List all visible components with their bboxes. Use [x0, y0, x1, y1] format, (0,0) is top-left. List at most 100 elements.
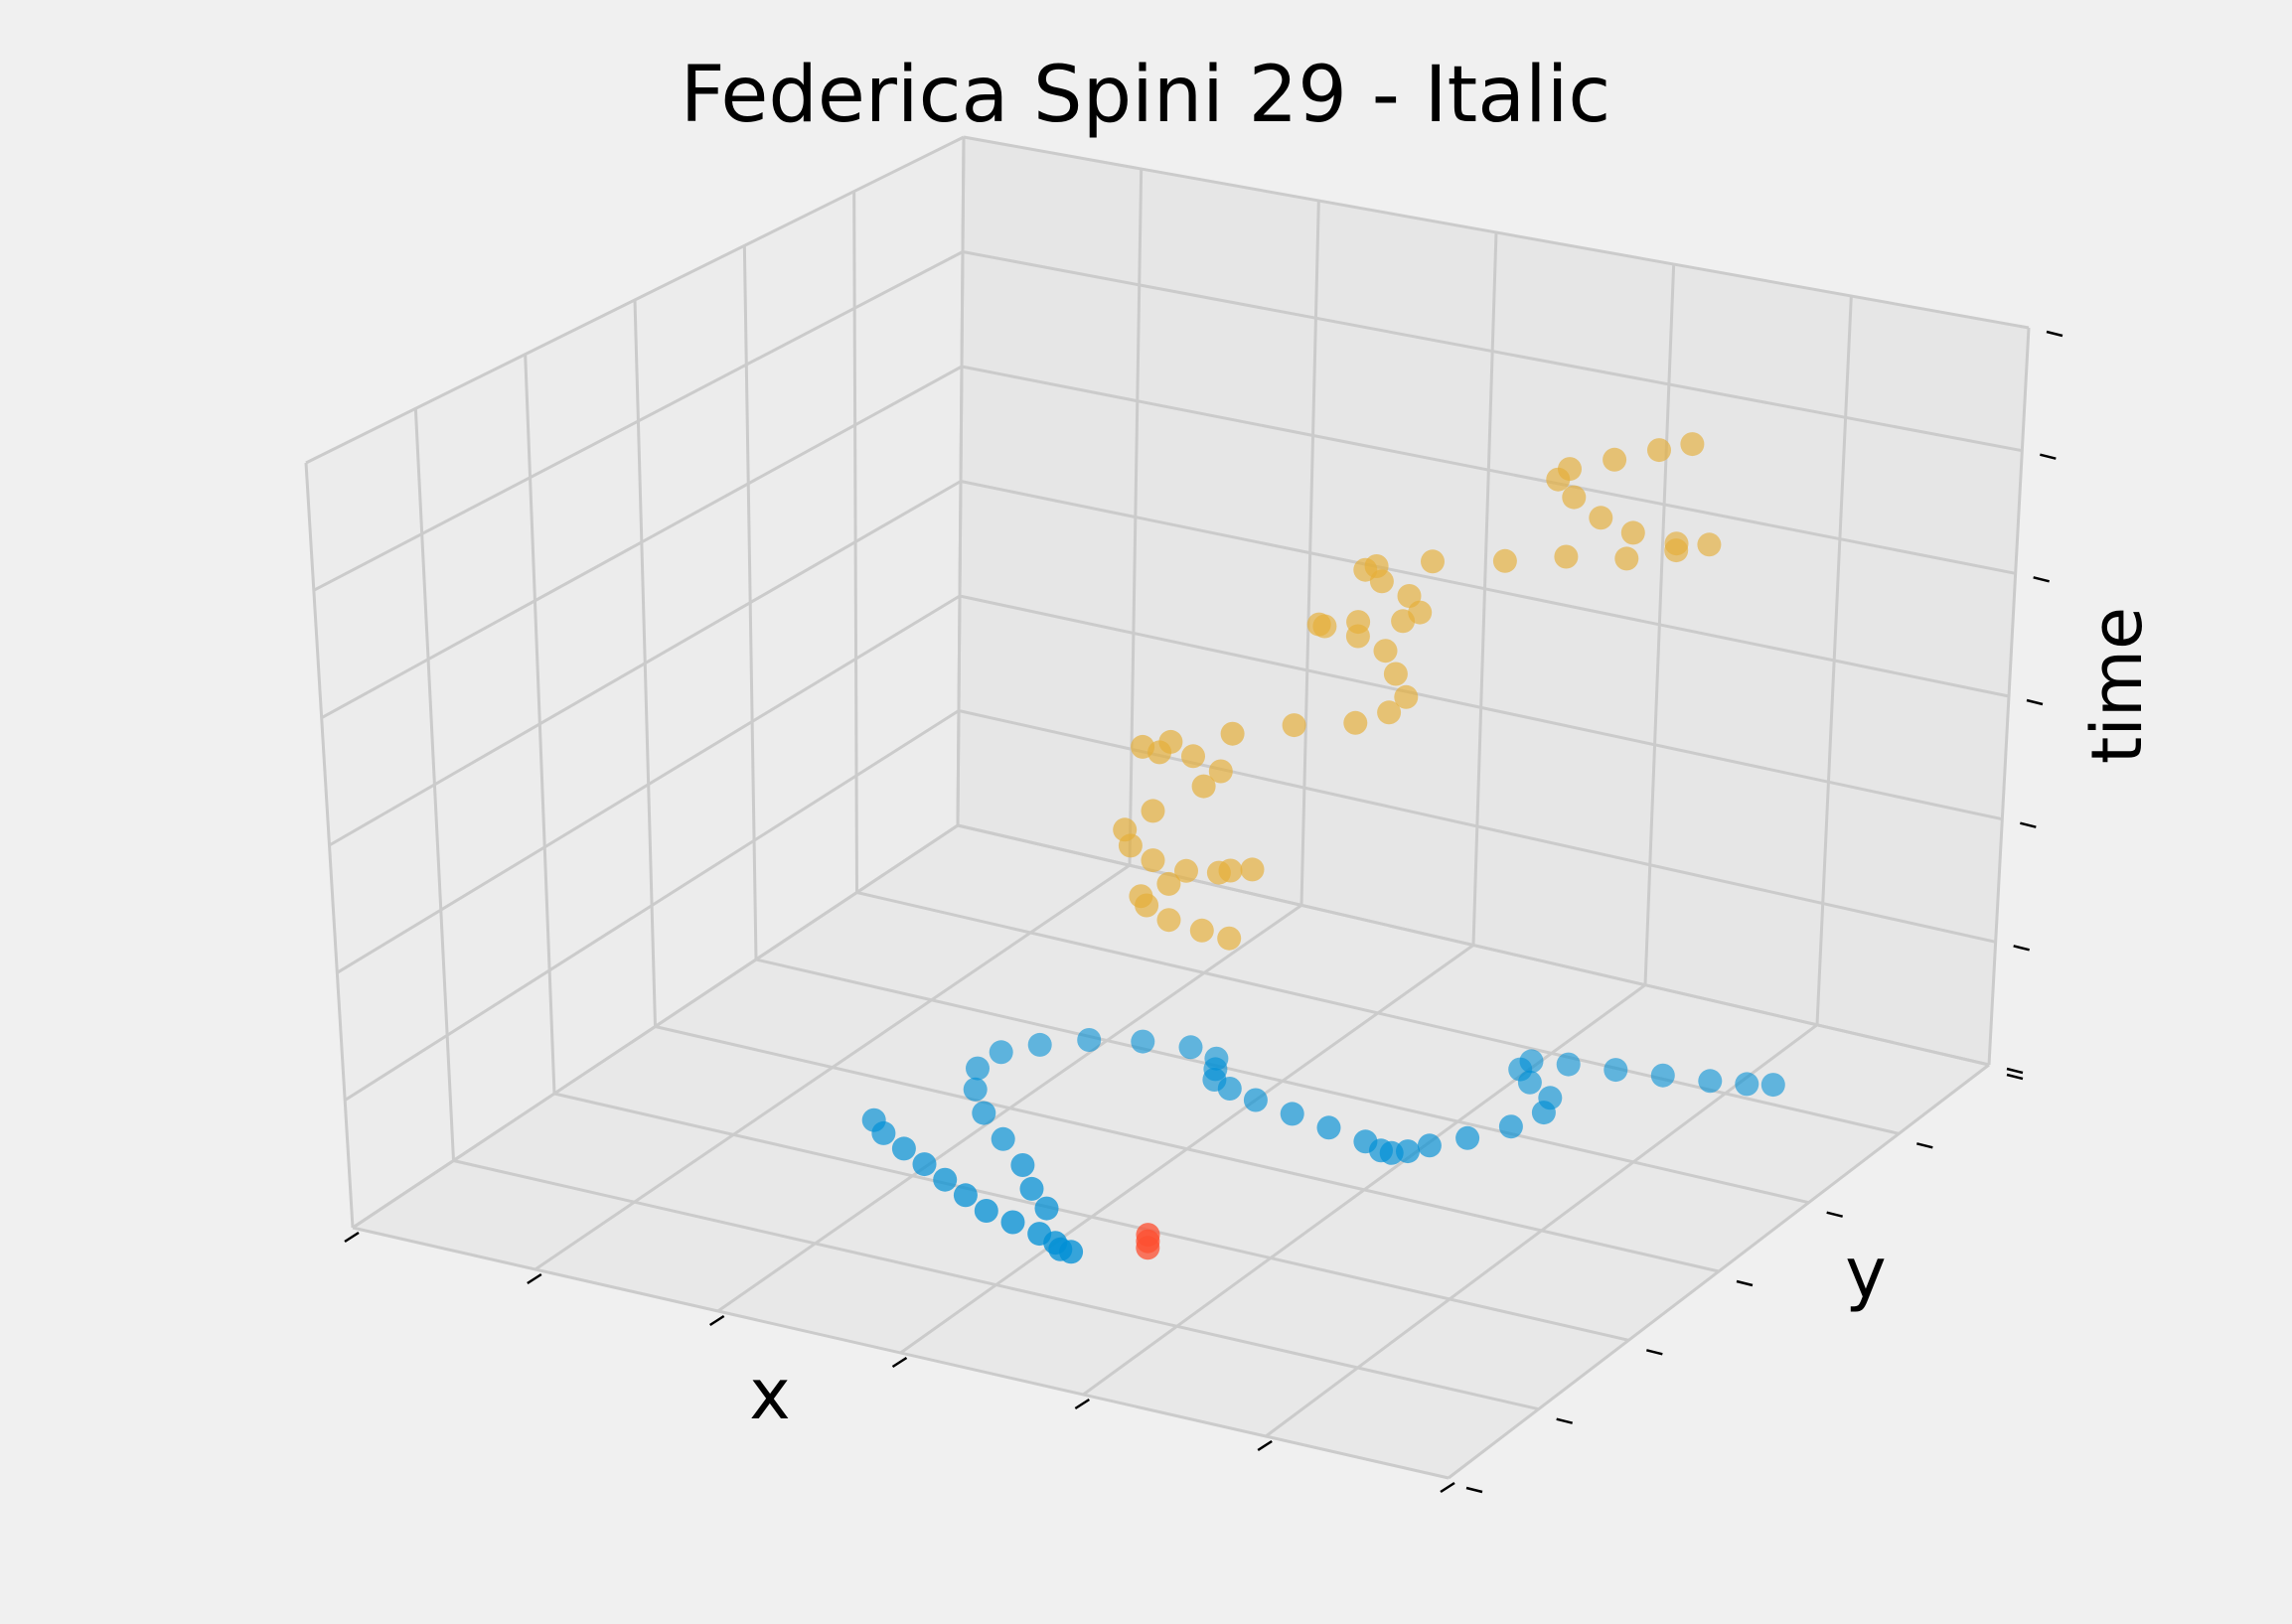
back-pane — [958, 137, 2029, 1065]
scatter-point — [1316, 1115, 1341, 1140]
scatter-point — [1664, 531, 1689, 556]
scatter-point — [1589, 506, 1613, 530]
scatter-point — [1396, 1139, 1420, 1164]
scatter-point — [1697, 532, 1722, 557]
scatter-point — [1240, 857, 1265, 882]
scatter-point — [1397, 584, 1422, 608]
scatter-point — [1243, 1088, 1268, 1112]
z-tick — [2046, 330, 2063, 338]
scatter-point — [1208, 759, 1233, 784]
z-tick — [2006, 1067, 2024, 1075]
x-tick — [527, 1272, 542, 1285]
left-pane — [306, 137, 964, 1228]
left-grid-y — [956, 136, 966, 826]
scatter-point — [1562, 485, 1587, 510]
scatter-point — [1346, 610, 1371, 635]
scatter-point — [1156, 871, 1181, 896]
scatter-point — [1421, 549, 1445, 574]
scatter-point — [1558, 457, 1582, 482]
left-grid-z — [305, 135, 965, 465]
chart-title: Federica Spini 29 - Italic — [681, 51, 1611, 140]
scatter-point — [1027, 1032, 1052, 1057]
scatter-point — [1417, 1133, 1442, 1158]
scatter-point — [1306, 612, 1331, 637]
y-tick — [1826, 1211, 1843, 1218]
scatter-point — [1141, 799, 1165, 823]
scatter-point — [1394, 684, 1419, 709]
scatter-point — [1034, 1196, 1059, 1221]
z-tick — [2033, 576, 2050, 583]
scatter-point — [1113, 817, 1138, 842]
floor-grid-y — [957, 823, 1990, 1067]
scatter-point — [1129, 884, 1153, 909]
scatter-point — [1131, 1029, 1155, 1054]
scatter-point — [1377, 700, 1402, 725]
y-tick — [1646, 1349, 1663, 1356]
scatter-point — [966, 1056, 990, 1081]
scatter-point — [972, 1101, 996, 1125]
scatter-point — [974, 1199, 998, 1223]
scatter-point — [1760, 1073, 1785, 1098]
axis-panes — [306, 137, 2029, 1478]
scatter-point — [1373, 639, 1398, 664]
scatter-point — [1181, 744, 1205, 769]
scatter-point — [1131, 734, 1155, 759]
z-tick — [2020, 821, 2037, 828]
scatter-point — [871, 1120, 896, 1145]
scatter-point — [1019, 1176, 1044, 1201]
scatter-point — [1077, 1028, 1102, 1052]
floor-grid-x — [1448, 1063, 1990, 1480]
scatter-point — [963, 1077, 988, 1102]
scatter-point — [1554, 544, 1579, 569]
scatter-point — [1156, 908, 1181, 933]
scatter-point — [1455, 1125, 1480, 1150]
y-tick — [1556, 1417, 1573, 1424]
scatter-point — [1492, 548, 1517, 573]
scatter-point — [1603, 447, 1627, 472]
back-grid-x — [1987, 327, 2031, 1066]
back-grid-z — [962, 250, 2023, 453]
scatter-point — [933, 1167, 958, 1192]
x-tick — [1074, 1398, 1091, 1410]
y-axis-label: y — [1845, 1233, 1886, 1314]
z-tick — [2040, 453, 2057, 460]
scatter-point — [1059, 1240, 1084, 1264]
scatter-point — [1364, 554, 1389, 578]
scatter-point — [1189, 918, 1214, 943]
scatter-point — [1217, 926, 1242, 951]
z-tick — [2013, 945, 2030, 952]
x-tick — [708, 1314, 725, 1327]
scatter-point — [1178, 1035, 1203, 1060]
z-tick — [2026, 698, 2044, 706]
x-tick — [1440, 1481, 1455, 1494]
scatter-point — [1519, 1049, 1544, 1074]
floor-pane — [353, 825, 1989, 1478]
scatter-point — [1735, 1072, 1759, 1097]
z-axis-label: time — [2076, 607, 2158, 764]
x-axis-label: x — [749, 1354, 790, 1435]
scatter-point — [991, 1126, 1015, 1151]
scatter-point — [1614, 546, 1639, 571]
scatter-point — [1383, 662, 1408, 686]
scatter-point — [953, 1183, 978, 1208]
x-tick — [1257, 1439, 1273, 1452]
scatter-point — [912, 1152, 937, 1177]
scatter-point — [1217, 1077, 1242, 1101]
y-tick — [2006, 1073, 2024, 1081]
scatter-point — [989, 1040, 1013, 1065]
x-tick — [891, 1356, 908, 1369]
scatter-point — [1220, 721, 1245, 746]
axis-ticks — [344, 330, 2063, 1494]
scatter-point — [1141, 848, 1165, 873]
scatter-point — [1604, 1058, 1628, 1083]
scatter-point — [1647, 438, 1671, 463]
scatter-point — [1158, 729, 1183, 754]
y-tick — [1465, 1486, 1483, 1494]
scatter-point — [1538, 1086, 1563, 1110]
scatter-point — [1280, 1102, 1304, 1126]
scatter-point — [1650, 1063, 1675, 1088]
scatter-point — [1010, 1153, 1035, 1177]
scatter-point — [1698, 1069, 1723, 1094]
scatter-point — [1136, 1223, 1160, 1248]
